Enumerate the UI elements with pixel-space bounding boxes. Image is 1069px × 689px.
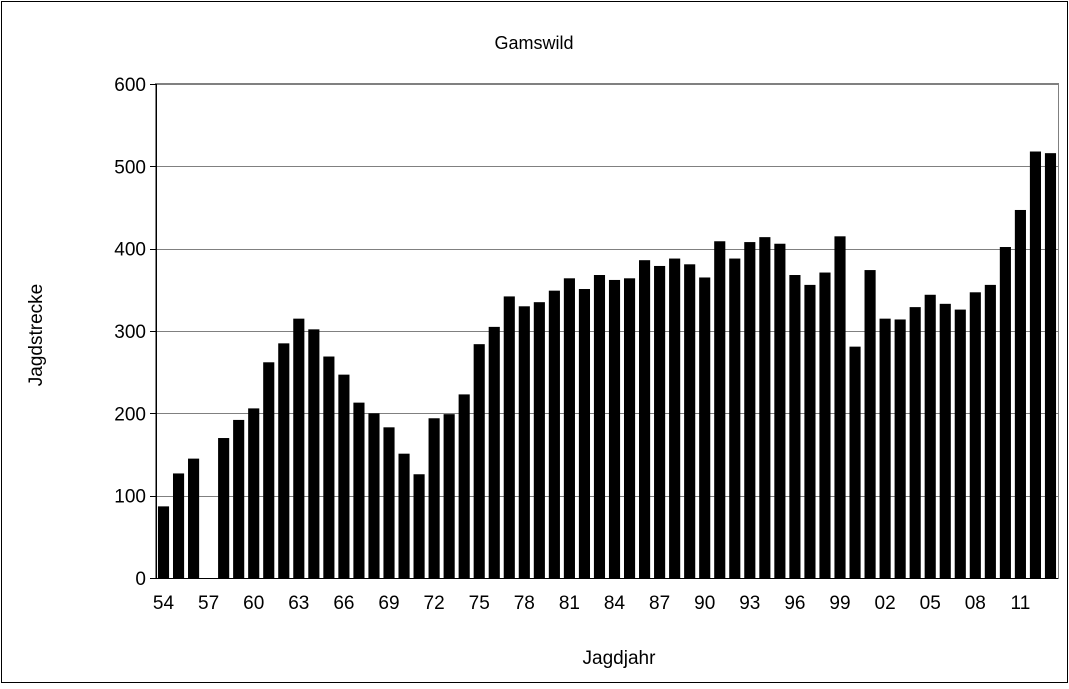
x-tick-label: 81 (559, 593, 580, 614)
bar (639, 260, 651, 578)
bar (924, 294, 936, 578)
bar (1029, 151, 1042, 578)
bar (368, 413, 380, 578)
x-tick-label: 63 (288, 593, 309, 614)
x-tick-label: 66 (333, 593, 354, 614)
x-tick-label: 11 (1011, 593, 1031, 614)
bar (473, 344, 485, 578)
x-tick-label: 57 (198, 593, 219, 614)
x-tick-label: 96 (784, 593, 805, 614)
bar (1014, 209, 1026, 578)
bar (533, 302, 545, 578)
bar (413, 474, 425, 578)
bar (398, 453, 410, 578)
x-axis-label: Jagdjahr (583, 648, 657, 669)
bar (804, 284, 816, 578)
bar (503, 296, 515, 578)
bar (263, 362, 275, 578)
y-tick-label: 100 (114, 487, 146, 508)
bar (293, 318, 305, 578)
bar (188, 458, 200, 578)
bar (879, 318, 891, 578)
bar (789, 275, 801, 578)
bar (954, 309, 966, 578)
bars (157, 151, 1057, 579)
bar (894, 319, 906, 578)
bar (383, 427, 395, 578)
x-tick-label: 54 (153, 593, 175, 614)
bar (233, 419, 245, 578)
bar (608, 279, 621, 578)
bar (714, 241, 726, 578)
y-tick-label: 0 (135, 569, 146, 590)
bar (939, 303, 951, 578)
bar (969, 292, 981, 578)
bar (864, 270, 876, 578)
y-tick-label: 400 (114, 240, 146, 261)
bar (654, 265, 666, 578)
bar (157, 506, 170, 578)
bar (518, 306, 530, 578)
y-axis-ticks: 0 100 200 300 400 500 600 (114, 75, 156, 590)
bar (819, 272, 831, 578)
bar (308, 329, 320, 578)
bar (729, 258, 741, 578)
bar (353, 402, 365, 578)
bar (909, 307, 921, 578)
x-tick-label: 78 (514, 593, 535, 614)
bar (623, 278, 636, 578)
bar (699, 277, 711, 578)
bar (684, 264, 696, 578)
x-tick-label: 08 (965, 593, 986, 614)
bar (774, 243, 786, 579)
gridlines (156, 84, 1058, 497)
bar (488, 326, 500, 578)
x-tick-label: 93 (739, 593, 760, 614)
x-tick-label: 02 (875, 593, 896, 614)
bar (669, 258, 681, 578)
y-tick-label: 200 (114, 404, 146, 425)
x-tick-label: 87 (649, 593, 670, 614)
x-tick-label: 60 (243, 593, 264, 614)
bar (338, 374, 350, 578)
bar (834, 236, 846, 578)
x-tick-label: 72 (424, 593, 445, 614)
bar (1044, 153, 1057, 578)
x-tick-label: 05 (920, 593, 941, 614)
bar (458, 394, 470, 578)
bar (593, 275, 606, 578)
x-axis-ticks: 54 57 60 63 66 69 72 75 78 81 84 87 90 93 96 99 02 05 08 11 (153, 84, 1058, 614)
x-tick-label: 84 (604, 593, 626, 614)
bar (849, 346, 861, 578)
bar (999, 247, 1011, 578)
y-tick-label: 600 (114, 75, 146, 96)
bar (248, 408, 260, 578)
y-axis-label: Jagdstrecke (26, 284, 47, 386)
bar (759, 237, 771, 578)
bar (563, 278, 575, 578)
bar (323, 356, 335, 578)
bar (578, 289, 591, 578)
chart-title: Gamswild (494, 33, 573, 53)
x-tick-label: 99 (829, 593, 850, 614)
bar (218, 438, 230, 578)
bar (984, 284, 996, 578)
y-tick-label: 500 (114, 157, 146, 178)
x-tick-label: 90 (694, 593, 715, 614)
bar (744, 242, 756, 578)
bar (443, 414, 455, 578)
bar (548, 290, 560, 578)
x-tick-label: 75 (469, 593, 490, 614)
x-tick-label: 69 (378, 593, 399, 614)
bar (428, 418, 440, 578)
bar (278, 343, 290, 578)
bar (172, 473, 185, 578)
y-tick-label: 300 (114, 322, 146, 343)
